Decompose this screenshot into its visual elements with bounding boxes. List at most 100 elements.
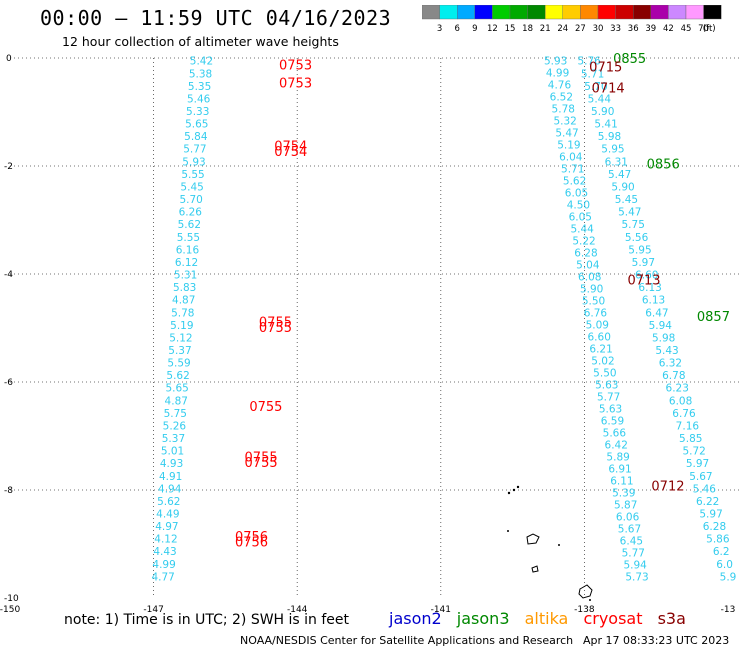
swh-value: 5.90	[580, 284, 603, 296]
swh-value: 5.62	[166, 370, 189, 382]
lat-tick-label: 0	[6, 54, 12, 64]
swh-value: 6.23	[666, 383, 689, 395]
pass-time-label: 0756	[235, 530, 268, 545]
colorbar-swatch	[457, 5, 476, 20]
footnote: note: 1) Time is in UTC; 2) SWH is in fe…	[64, 612, 350, 628]
colorbar-label: 70	[698, 24, 709, 34]
swh-value: 4.50	[567, 200, 590, 212]
swh-value: 6.31	[605, 156, 628, 168]
pass-time-label: 0754	[274, 139, 307, 154]
swh-value: 6.26	[179, 207, 203, 219]
swh-value: 5.85	[679, 433, 702, 445]
swh-value: 5.95	[628, 244, 651, 256]
swh-value: 6.05	[569, 212, 592, 224]
colorbar-swatch	[527, 5, 546, 20]
lon-tick-label: -144	[287, 605, 308, 615]
swh-value: 6.2	[713, 546, 730, 558]
swh-value: 6.76	[672, 408, 696, 420]
swh-value: 4.49	[156, 509, 179, 521]
colorbar-label: 24	[557, 24, 568, 34]
colorbar-unit: (ft)	[703, 24, 716, 34]
swh-value: 5.19	[557, 140, 580, 152]
swh-value: 5.44	[588, 93, 612, 105]
pass-time-label: 0755	[245, 451, 278, 466]
swh-value: 6.42	[605, 439, 628, 451]
lon-tick-label: -141	[431, 605, 451, 615]
swh-value: 5.70	[179, 194, 202, 206]
swh-value: 5.22	[572, 236, 595, 248]
colorbar-swatch	[685, 5, 704, 20]
swh-value: 5.01	[161, 446, 184, 458]
swh-value: 4.99	[546, 68, 569, 80]
pass-time-label: 0856	[647, 157, 680, 172]
swh-value: 4.97	[155, 521, 178, 533]
swh-value: 5.04	[576, 260, 600, 272]
swh-value: 6.32	[659, 358, 682, 370]
swh-value: 5.77	[183, 144, 206, 156]
pass-time-label: 0753	[279, 58, 312, 73]
swh-value: 4.76	[548, 80, 572, 92]
colorbar-label: 33	[610, 24, 621, 34]
colorbar-swatch	[615, 5, 634, 20]
colorbar-swatch	[562, 5, 581, 20]
swh-value: 6.05	[565, 188, 588, 200]
page-subtitle: 12 hour collection of altimeter wave hei…	[62, 34, 339, 49]
swh-value: 5.75	[622, 219, 645, 231]
swh-value: 6.28	[574, 248, 597, 260]
swh-value: 4.77	[151, 571, 174, 583]
swh-value: 5.90	[611, 181, 634, 193]
swh-value: 5.47	[608, 169, 631, 181]
swh-value: 6.21	[589, 344, 612, 356]
swh-value: 4.94	[158, 483, 182, 495]
swh-value: 4.91	[159, 471, 182, 483]
swh-value: 5.31	[174, 270, 197, 282]
pass-time-label: 0855	[613, 52, 646, 67]
colorbar-label: 18	[522, 24, 533, 34]
swh-value: 4.99	[152, 559, 175, 571]
swh-value: 5.41	[594, 119, 617, 131]
swh-value: 5.75	[164, 408, 187, 420]
swh-value: 5.83	[173, 282, 196, 294]
swh-value: 6.22	[696, 496, 719, 508]
swh-value: 6.08	[669, 395, 692, 407]
swh-value: 5.71	[581, 68, 604, 80]
swh-value: 7.16	[676, 420, 700, 432]
swh-value: 5.62	[157, 496, 180, 508]
swh-value: 6.78	[662, 370, 685, 382]
swh-value: 6.16	[176, 244, 200, 256]
swh-value: 5.56	[625, 232, 649, 244]
swh-value: 4.12	[154, 534, 177, 546]
pass-time-label: 0755	[259, 321, 292, 336]
swh-value: 6.60	[588, 332, 611, 344]
satellite-legend: jason2 jason3 altika cryosat s3a	[389, 609, 696, 628]
swh-value: 4.93	[160, 458, 183, 470]
swh-value: 5.89	[606, 451, 629, 463]
swh-value: 5.38	[189, 68, 212, 80]
swh-value: 5.37	[168, 345, 191, 357]
satellite-jason3: jason3	[456, 609, 510, 628]
swh-value: 5.67	[618, 523, 641, 535]
swh-value: 4.87	[165, 395, 188, 407]
colorbar-swatch	[668, 5, 687, 20]
swh-value: 5.63	[595, 380, 618, 392]
colorbar-label: 3	[437, 24, 442, 34]
swh-value: 6.12	[175, 257, 198, 269]
colorbar-swatch	[650, 5, 669, 20]
swh-value: 5.67	[689, 471, 712, 483]
swh-value: 5.12	[169, 332, 192, 344]
swh-value: 4.43	[153, 546, 176, 558]
swh-value: 5.76	[577, 56, 601, 68]
swh-value: 5.35	[188, 81, 211, 93]
pass-time-label: 0755	[245, 456, 278, 471]
swh-value: 5.32	[553, 116, 576, 128]
swh-value: 5.9	[720, 571, 737, 583]
satellite-s3a: s3a	[657, 609, 686, 628]
swh-value: 5.94	[649, 320, 673, 332]
pass-time-label: 0713	[627, 273, 660, 288]
swh-value: 5.71	[561, 164, 584, 176]
map-grid	[10, 57, 740, 598]
colorbar-swatch	[703, 5, 722, 20]
lon-tick-label: -147	[143, 605, 163, 615]
swh-value: 4.87	[172, 295, 195, 307]
colorbar-swatch	[544, 5, 563, 20]
